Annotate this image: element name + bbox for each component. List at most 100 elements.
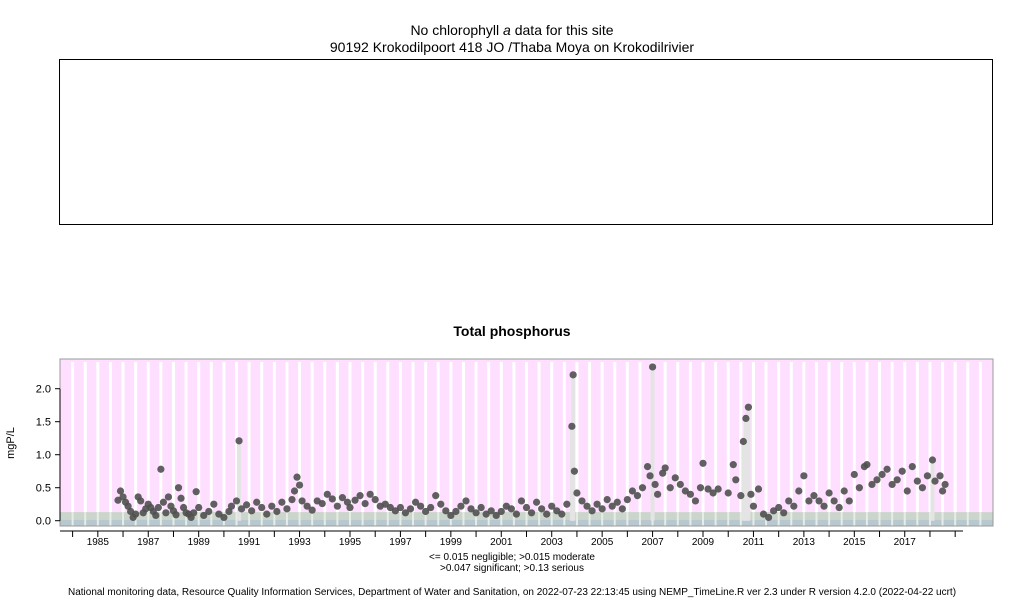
x-tick-label: 1987: [137, 537, 160, 548]
data-point: [578, 497, 586, 505]
data-point: [227, 502, 236, 510]
data-point: [293, 473, 301, 481]
data-point: [522, 503, 531, 512]
data-point: [573, 489, 581, 497]
data-point: [220, 513, 228, 522]
y-tick-label: 1.5: [36, 417, 51, 429]
data-point: [192, 488, 200, 496]
data-point: [603, 495, 611, 504]
data-point: [132, 510, 140, 518]
data-point: [283, 505, 291, 513]
data-point: [709, 489, 717, 497]
data-point: [729, 461, 737, 469]
data-point: [295, 481, 304, 489]
data-point: [497, 507, 505, 516]
data-point: [172, 511, 180, 519]
data-point: [936, 472, 944, 480]
data-point: [691, 497, 700, 505]
data-point: [268, 502, 276, 510]
data-point: [487, 507, 495, 515]
data-point: [569, 371, 577, 379]
data-point: [416, 502, 425, 510]
data-point: [737, 492, 745, 500]
no-data-italic: a: [503, 22, 511, 38]
data-point: [873, 476, 881, 484]
data-point: [764, 513, 773, 522]
data-point: [840, 487, 848, 495]
data-point: [543, 510, 551, 518]
data-point: [538, 505, 546, 513]
data-point: [815, 497, 823, 505]
x-tick-label: 2003: [541, 537, 564, 548]
data-point: [303, 502, 311, 510]
data-point: [253, 498, 261, 506]
data-point: [878, 470, 886, 479]
x-tick-label: 1993: [288, 537, 311, 548]
data-point: [646, 472, 654, 480]
data-point: [570, 467, 579, 475]
data-point: [666, 484, 674, 492]
y-tick-label: 2.0: [36, 384, 51, 396]
data-point: [696, 484, 705, 492]
data-point: [288, 495, 296, 504]
data-point: [396, 503, 405, 512]
x-tick-label: 2011: [743, 537, 765, 548]
data-point: [613, 498, 621, 506]
data-point: [406, 505, 415, 513]
data-point: [248, 507, 256, 515]
data-point: [913, 477, 921, 485]
data-point: [893, 476, 901, 484]
data-point: [938, 487, 947, 495]
no-data-prefix: No chlorophyll: [410, 22, 504, 38]
data-point: [775, 503, 783, 512]
data-point: [795, 487, 803, 495]
data-point: [699, 459, 707, 467]
footer-note: National monitoring data, Resource Quali…: [67, 587, 957, 598]
data-point: [351, 496, 359, 504]
data-point: [651, 480, 659, 489]
x-tick-label: 2015: [843, 537, 866, 548]
data-point: [868, 480, 876, 489]
data-point: [338, 494, 347, 502]
data-point: [200, 511, 208, 520]
data-point: [835, 503, 843, 512]
data-point: [422, 507, 430, 516]
data-point: [790, 502, 798, 510]
data-point: [704, 485, 712, 493]
data-point: [333, 502, 341, 510]
data-point: [883, 465, 891, 473]
data-point: [318, 499, 326, 508]
data-point: [548, 502, 556, 510]
data-point: [361, 499, 369, 508]
legend-line-1: <= 0.015 negligible; >0.015 moderate: [429, 552, 595, 563]
data-point: [243, 501, 251, 509]
data-point: [830, 497, 838, 505]
data-point: [654, 490, 662, 498]
data-point: [732, 476, 740, 484]
x-tick-label: 2017: [894, 537, 917, 548]
data-point: [137, 497, 145, 505]
data-point: [744, 403, 753, 411]
data-point: [492, 511, 500, 520]
data-point: [432, 492, 440, 500]
data-point: [411, 498, 420, 506]
data-point: [903, 487, 911, 495]
data-point: [427, 503, 435, 512]
data-point: [298, 497, 306, 505]
data-point: [742, 414, 750, 423]
data-point: [638, 484, 647, 492]
data-point: [190, 509, 198, 517]
data-point: [805, 497, 813, 505]
data-point: [237, 505, 246, 513]
data-point: [177, 494, 185, 502]
data-point: [724, 489, 732, 497]
data-point: [507, 505, 515, 513]
y-tick-label: 1.0: [36, 450, 51, 462]
data-point: [648, 363, 657, 371]
x-tick-label: 1997: [389, 537, 412, 548]
y-tick-label: 0.5: [36, 483, 51, 495]
data-point: [800, 472, 808, 480]
data-point: [437, 500, 445, 508]
x-tick-label: 1991: [238, 537, 261, 548]
data-point: [754, 485, 763, 493]
